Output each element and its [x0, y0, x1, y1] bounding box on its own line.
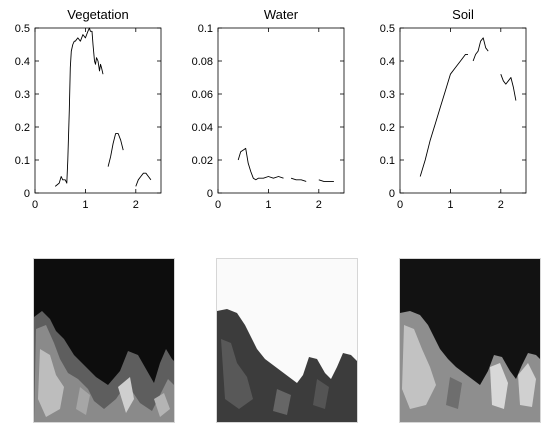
chart-0: Vegetation 0 0.1 0.2 0.3 0.4 0.5 0 1 2	[15, 7, 162, 211]
x-tick-label: 2	[133, 199, 139, 211]
series-line-2	[135, 172, 152, 187]
series-line-1	[290, 177, 307, 182]
x-tick-label: 0	[215, 199, 221, 211]
chart-title: Vegetation	[67, 7, 128, 22]
x-tick-label: 0	[32, 199, 38, 211]
series-line-1	[472, 37, 489, 62]
y-tick-label: 0	[207, 188, 213, 200]
chart-2: Soil 0 0.1 0.2 0.3 0.4 0.5 0 1 2	[380, 7, 527, 211]
series-line-2	[500, 74, 517, 101]
y-tick-label: 0.2	[380, 122, 395, 134]
y-tick-label: 0.06	[192, 89, 213, 101]
y-tick-label: 0.5	[380, 23, 395, 35]
series-line-2	[318, 179, 334, 182]
y-tick-label: 0.4	[15, 56, 30, 68]
y-tick-label: 0.1	[380, 155, 395, 167]
plot-frame	[34, 27, 162, 194]
chart-title: Water	[264, 7, 299, 22]
chart-title: Soil	[452, 7, 474, 22]
y-tick-label: 0	[389, 188, 395, 200]
series-line-0	[419, 53, 468, 177]
y-tick-label: 0.02	[192, 155, 213, 167]
y-tick-label: 0.08	[192, 56, 213, 68]
plot-frame	[399, 27, 527, 194]
series-line-0	[54, 27, 104, 187]
plot-frame	[217, 27, 345, 194]
y-tick-label: 0.3	[15, 89, 30, 101]
x-tick-label: 2	[316, 199, 322, 211]
y-tick-label: 0	[24, 188, 30, 200]
x-tick-label: 1	[265, 199, 271, 211]
x-tick-label: 0	[397, 199, 403, 211]
y-tick-label: 0.1	[198, 23, 213, 35]
y-tick-label: 0.5	[15, 23, 30, 35]
soil-image	[399, 258, 541, 423]
y-tick-label: 0.3	[380, 89, 395, 101]
chart-1: Water 0 0.02 0.04 0.06 0.08 0.1 0 1 2	[192, 7, 345, 211]
vegetation-image	[33, 258, 175, 423]
y-tick-label: 0.04	[192, 122, 213, 134]
series-line-1	[107, 133, 124, 167]
x-tick-label: 1	[447, 199, 453, 211]
y-tick-label: 0.2	[15, 122, 30, 134]
water-image	[216, 258, 358, 423]
y-tick-label: 0.4	[380, 56, 395, 68]
y-tick-label: 0.1	[15, 155, 30, 167]
series-line-0	[237, 147, 284, 181]
x-tick-label: 1	[82, 199, 88, 211]
x-tick-label: 2	[498, 199, 504, 211]
